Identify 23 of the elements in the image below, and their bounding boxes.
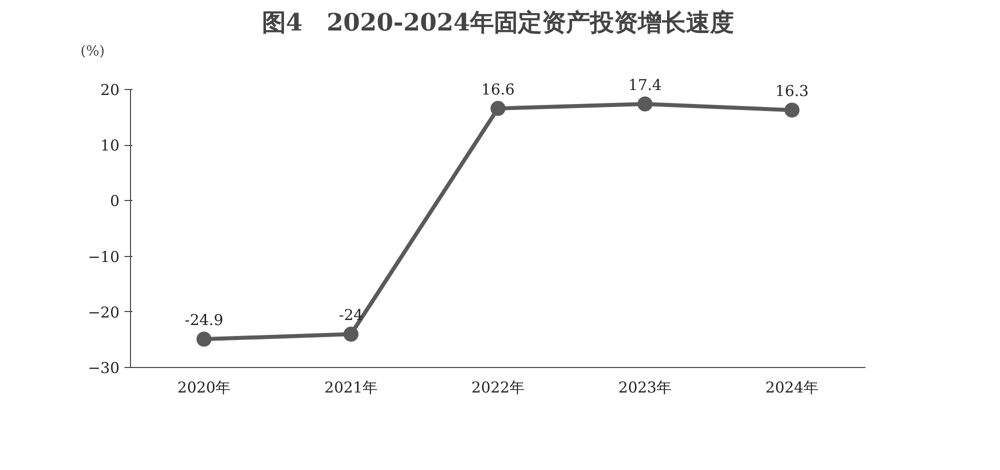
y-tick-label: −10: [88, 248, 120, 266]
chart-title: 图4 2020-2024年固定资产投资增长速度: [262, 8, 734, 36]
x-tick-label: 2024年: [765, 378, 819, 396]
y-tick-label: 0: [110, 192, 120, 210]
y-axis-title: (%): [80, 44, 105, 60]
point: [784, 102, 800, 118]
y-tick-label: −20: [88, 303, 120, 322]
y-tick-label: −30: [88, 359, 120, 377]
y-tick-label: 10: [100, 136, 120, 155]
data-label: 16.3: [775, 82, 809, 100]
data-label: 17.4: [628, 76, 662, 94]
x-tick-label: 2020年: [177, 378, 231, 396]
x-tick-label: 2023年: [618, 378, 672, 396]
data-label: -24: [338, 306, 364, 324]
y-tick-label: 20: [100, 81, 120, 99]
point: [490, 100, 506, 116]
point: [196, 332, 212, 347]
data-label: -24.9: [184, 311, 224, 330]
x-tick-label: 2022年: [471, 378, 525, 396]
x-tick-label: 2021年: [324, 378, 378, 396]
point: [638, 96, 652, 112]
data-label: 16.6: [481, 80, 515, 98]
point: [344, 326, 358, 342]
